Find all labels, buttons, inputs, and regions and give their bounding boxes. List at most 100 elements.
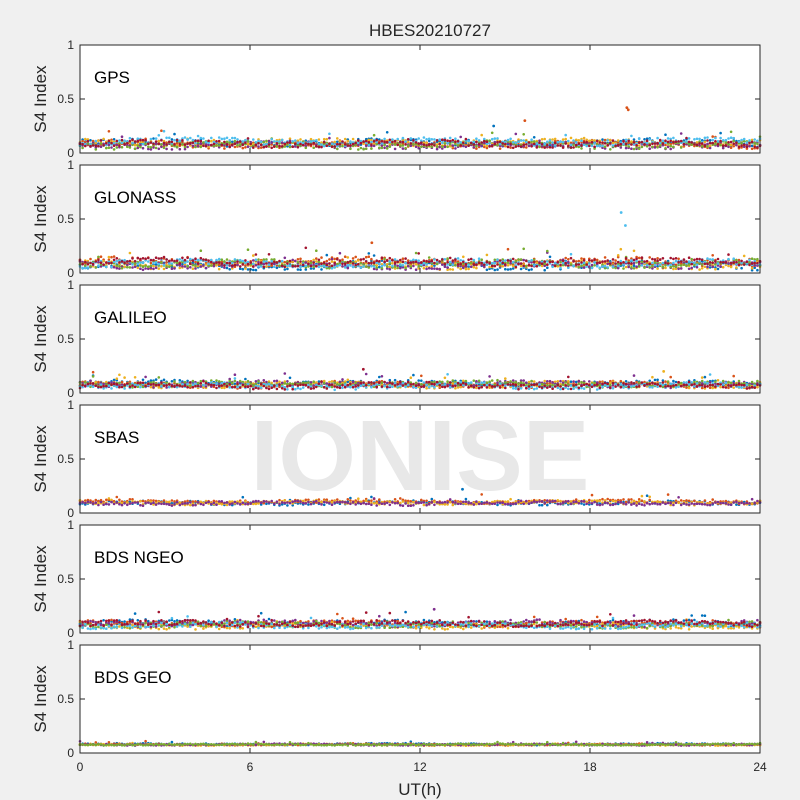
data-point	[616, 254, 620, 257]
data-point	[630, 266, 633, 269]
data-point	[451, 379, 455, 382]
data-point	[414, 145, 418, 149]
data-point	[714, 140, 717, 143]
data-point	[147, 256, 150, 260]
data-point	[354, 263, 358, 267]
data-point	[448, 256, 452, 260]
data-point	[593, 145, 596, 149]
data-point	[446, 141, 449, 145]
figure-title: HBES20210727	[369, 21, 491, 40]
data-point	[417, 259, 421, 263]
data-point	[601, 144, 604, 147]
data-point	[446, 139, 449, 142]
data-point	[252, 142, 255, 146]
data-point	[622, 143, 625, 146]
data-point	[721, 265, 725, 269]
data-point	[110, 138, 113, 142]
data-point	[162, 267, 166, 271]
data-point	[228, 143, 231, 147]
data-point	[317, 258, 321, 262]
data-point	[160, 129, 163, 132]
data-point	[546, 140, 549, 144]
data-point	[270, 264, 274, 267]
data-point	[677, 261, 680, 264]
data-point	[215, 264, 218, 267]
data-point	[462, 379, 465, 383]
data-point	[312, 141, 316, 145]
data-point	[330, 385, 334, 389]
data-point	[199, 142, 203, 145]
data-point	[388, 260, 392, 263]
data-point	[225, 140, 229, 144]
data-point	[249, 142, 252, 146]
data-point	[388, 140, 392, 144]
data-point	[627, 265, 630, 269]
data-point	[283, 256, 287, 260]
data-point	[519, 264, 523, 268]
data-point	[273, 258, 276, 261]
data-point	[706, 136, 709, 139]
data-point	[341, 258, 344, 262]
data-point	[393, 143, 397, 146]
data-point	[152, 264, 155, 268]
data-point	[637, 144, 641, 147]
data-point	[262, 262, 266, 266]
data-point	[488, 375, 491, 378]
scatter-points	[78, 211, 762, 272]
data-point	[695, 257, 699, 261]
data-point	[464, 145, 468, 149]
data-point	[635, 144, 638, 147]
data-point	[553, 144, 557, 147]
data-point	[496, 381, 499, 385]
data-point	[364, 144, 368, 148]
data-point	[727, 386, 730, 390]
data-point	[656, 259, 659, 263]
data-point	[123, 142, 126, 146]
data-point	[110, 265, 113, 269]
data-point	[485, 146, 489, 150]
data-point	[173, 138, 176, 142]
data-point	[443, 142, 447, 145]
data-point	[372, 142, 376, 145]
data-point	[727, 145, 730, 149]
data-point	[732, 136, 735, 140]
data-point	[572, 139, 575, 142]
data-point	[514, 132, 518, 136]
data-point	[170, 259, 174, 262]
data-point	[459, 135, 463, 139]
data-point	[611, 141, 615, 144]
data-point	[483, 139, 486, 143]
data-point	[651, 142, 654, 145]
data-point	[112, 142, 116, 145]
data-point	[86, 139, 90, 143]
data-point	[144, 267, 147, 270]
data-point	[128, 259, 132, 263]
data-point	[664, 133, 667, 136]
data-point	[84, 144, 87, 148]
data-point	[514, 141, 518, 144]
data-point	[309, 140, 313, 143]
data-point	[399, 258, 402, 262]
data-point	[401, 140, 405, 144]
data-point	[123, 265, 126, 269]
data-point	[504, 377, 507, 380]
data-point	[464, 262, 468, 266]
data-point	[328, 142, 331, 145]
data-point	[196, 264, 200, 268]
data-point	[653, 258, 657, 261]
data-point	[477, 257, 481, 261]
data-point	[454, 147, 457, 150]
data-point	[183, 380, 187, 384]
data-point	[207, 139, 210, 143]
data-point	[606, 262, 609, 266]
data-point	[105, 265, 108, 269]
data-point	[750, 147, 754, 151]
data-point	[742, 143, 746, 147]
data-point	[315, 139, 318, 142]
data-point	[700, 142, 704, 145]
data-point	[559, 263, 562, 267]
data-point	[144, 375, 147, 379]
data-point	[451, 138, 455, 142]
data-point	[530, 379, 533, 383]
data-point	[530, 140, 533, 143]
